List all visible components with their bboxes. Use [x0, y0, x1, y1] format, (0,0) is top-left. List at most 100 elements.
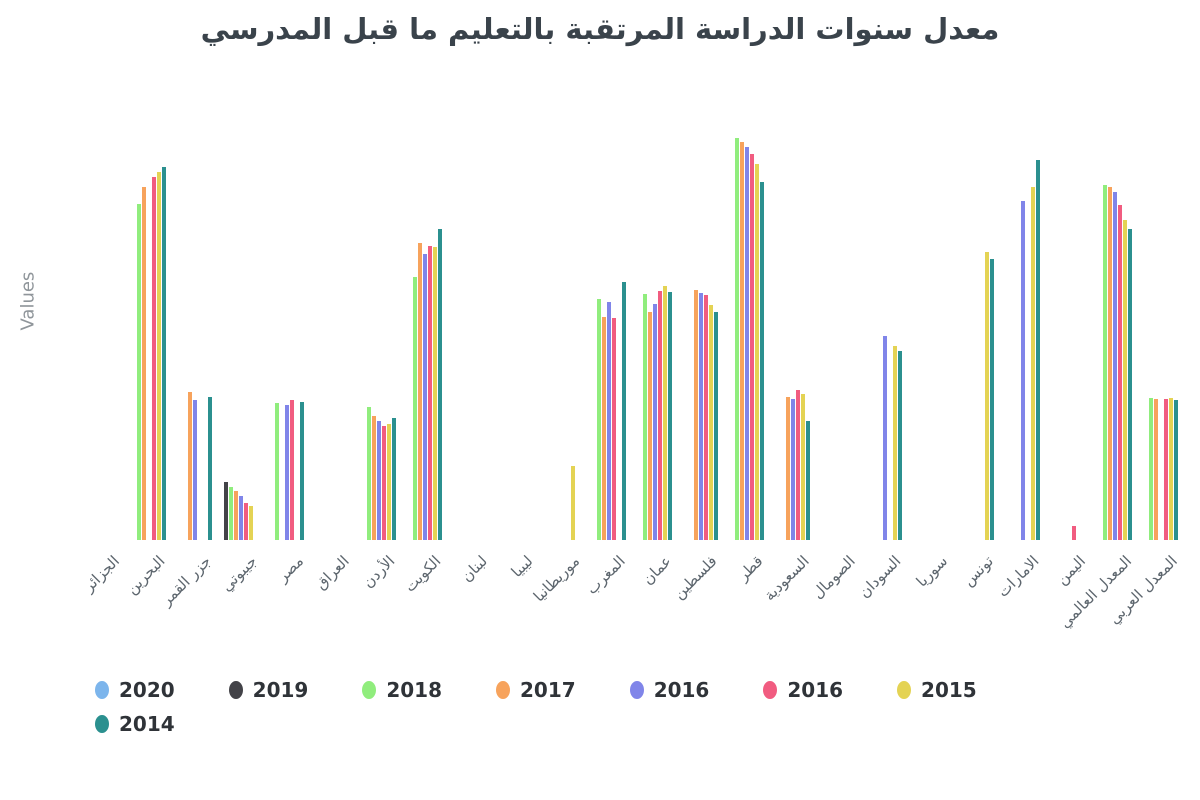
bar[interactable]: [248, 506, 253, 540]
bar[interactable]: [427, 246, 432, 540]
legend-item[interactable]: 2017: [496, 678, 576, 702]
bar[interactable]: [151, 177, 156, 540]
x-axis-label: جيبوتي: [217, 552, 261, 595]
bar[interactable]: [621, 282, 626, 540]
legend-item[interactable]: 2015: [897, 678, 977, 702]
bar[interactable]: [381, 426, 386, 540]
bar[interactable]: [1107, 187, 1112, 540]
bar[interactable]: [238, 496, 243, 540]
legend-label: 2017: [520, 678, 576, 702]
bar[interactable]: [703, 295, 708, 540]
bar[interactable]: [371, 416, 376, 540]
bar[interactable]: [1112, 192, 1117, 540]
bar[interactable]: [790, 399, 795, 540]
bar[interactable]: [1168, 398, 1173, 540]
bar[interactable]: [187, 392, 192, 540]
bar[interactable]: [422, 254, 427, 540]
bar[interactable]: [376, 421, 381, 540]
legend-marker-icon: [763, 681, 778, 699]
bar[interactable]: [754, 164, 759, 540]
bar[interactable]: [289, 400, 294, 540]
bar[interactable]: [391, 418, 396, 540]
bar[interactable]: [1148, 398, 1153, 540]
bar[interactable]: [223, 482, 228, 540]
bar[interactable]: [882, 336, 887, 540]
legend-label: 2016: [787, 678, 844, 702]
bar[interactable]: [207, 397, 212, 540]
bar[interactable]: [785, 397, 790, 540]
bar[interactable]: [1020, 201, 1025, 540]
bar[interactable]: [744, 147, 749, 540]
legend-item[interactable]: 2019: [228, 678, 308, 702]
bar[interactable]: [299, 402, 304, 540]
bar[interactable]: [657, 291, 662, 540]
bar[interactable]: [892, 346, 897, 540]
bar[interactable]: [667, 292, 672, 540]
bar[interactable]: [739, 142, 744, 540]
bar[interactable]: [642, 294, 647, 540]
x-axis-label: تونس: [959, 552, 997, 590]
bar[interactable]: [647, 312, 652, 540]
bar[interactable]: [1153, 399, 1158, 540]
bar[interactable]: [734, 138, 739, 540]
x-axis-label: السودان: [855, 552, 905, 602]
bar[interactable]: [1173, 400, 1178, 540]
bar[interactable]: [161, 167, 166, 540]
x-axis-label: اليمن: [1052, 552, 1089, 589]
bar[interactable]: [693, 290, 698, 540]
bar[interactable]: [136, 204, 141, 540]
bar[interactable]: [805, 421, 810, 540]
bar[interactable]: [417, 243, 422, 540]
bar[interactable]: [984, 252, 989, 540]
bar[interactable]: [606, 302, 611, 540]
bar[interactable]: [611, 318, 616, 540]
legend-marker-icon: [496, 681, 511, 699]
bar[interactable]: [432, 247, 437, 540]
bar[interactable]: [1117, 205, 1122, 540]
bar[interactable]: [1122, 220, 1127, 540]
legend-item[interactable]: 2016: [763, 678, 843, 702]
bar[interactable]: [156, 172, 161, 540]
bar[interactable]: [412, 277, 417, 540]
bar[interactable]: [596, 299, 601, 540]
bar[interactable]: [570, 466, 575, 540]
legend-marker-icon: [629, 681, 644, 699]
bar[interactable]: [698, 293, 703, 540]
bar[interactable]: [601, 317, 606, 540]
bar[interactable]: [1127, 229, 1132, 540]
bar[interactable]: [800, 394, 805, 540]
legend-item[interactable]: 2014: [95, 712, 175, 736]
bar[interactable]: [897, 351, 902, 540]
bar[interactable]: [284, 405, 289, 540]
bar[interactable]: [1035, 160, 1040, 540]
bar[interactable]: [795, 390, 800, 540]
bar[interactable]: [989, 259, 994, 540]
bar[interactable]: [437, 229, 442, 540]
legend-marker-icon: [897, 681, 912, 699]
bar[interactable]: [1030, 187, 1035, 540]
bar[interactable]: [228, 487, 233, 540]
bar[interactable]: [1071, 526, 1076, 540]
legend-item[interactable]: 2020: [95, 678, 175, 702]
bar[interactable]: [386, 424, 391, 540]
legend-label: 2016: [653, 678, 710, 702]
bar[interactable]: [662, 286, 667, 540]
bar[interactable]: [652, 304, 657, 540]
bar[interactable]: [274, 403, 279, 540]
legend-label: 2018: [386, 678, 443, 702]
bar[interactable]: [749, 154, 754, 540]
bar[interactable]: [366, 407, 371, 540]
bar[interactable]: [243, 503, 248, 540]
bar[interactable]: [192, 400, 197, 540]
bar[interactable]: [713, 312, 718, 540]
legend-item[interactable]: 2016: [629, 678, 710, 702]
bar[interactable]: [1102, 185, 1107, 540]
bar[interactable]: [1163, 399, 1168, 540]
bar[interactable]: [708, 305, 713, 540]
legend-item[interactable]: 2018: [362, 678, 442, 702]
x-axis-label: عمان: [638, 552, 675, 589]
bar[interactable]: [233, 491, 238, 540]
bar[interactable]: [141, 187, 146, 540]
bar[interactable]: [759, 182, 764, 540]
